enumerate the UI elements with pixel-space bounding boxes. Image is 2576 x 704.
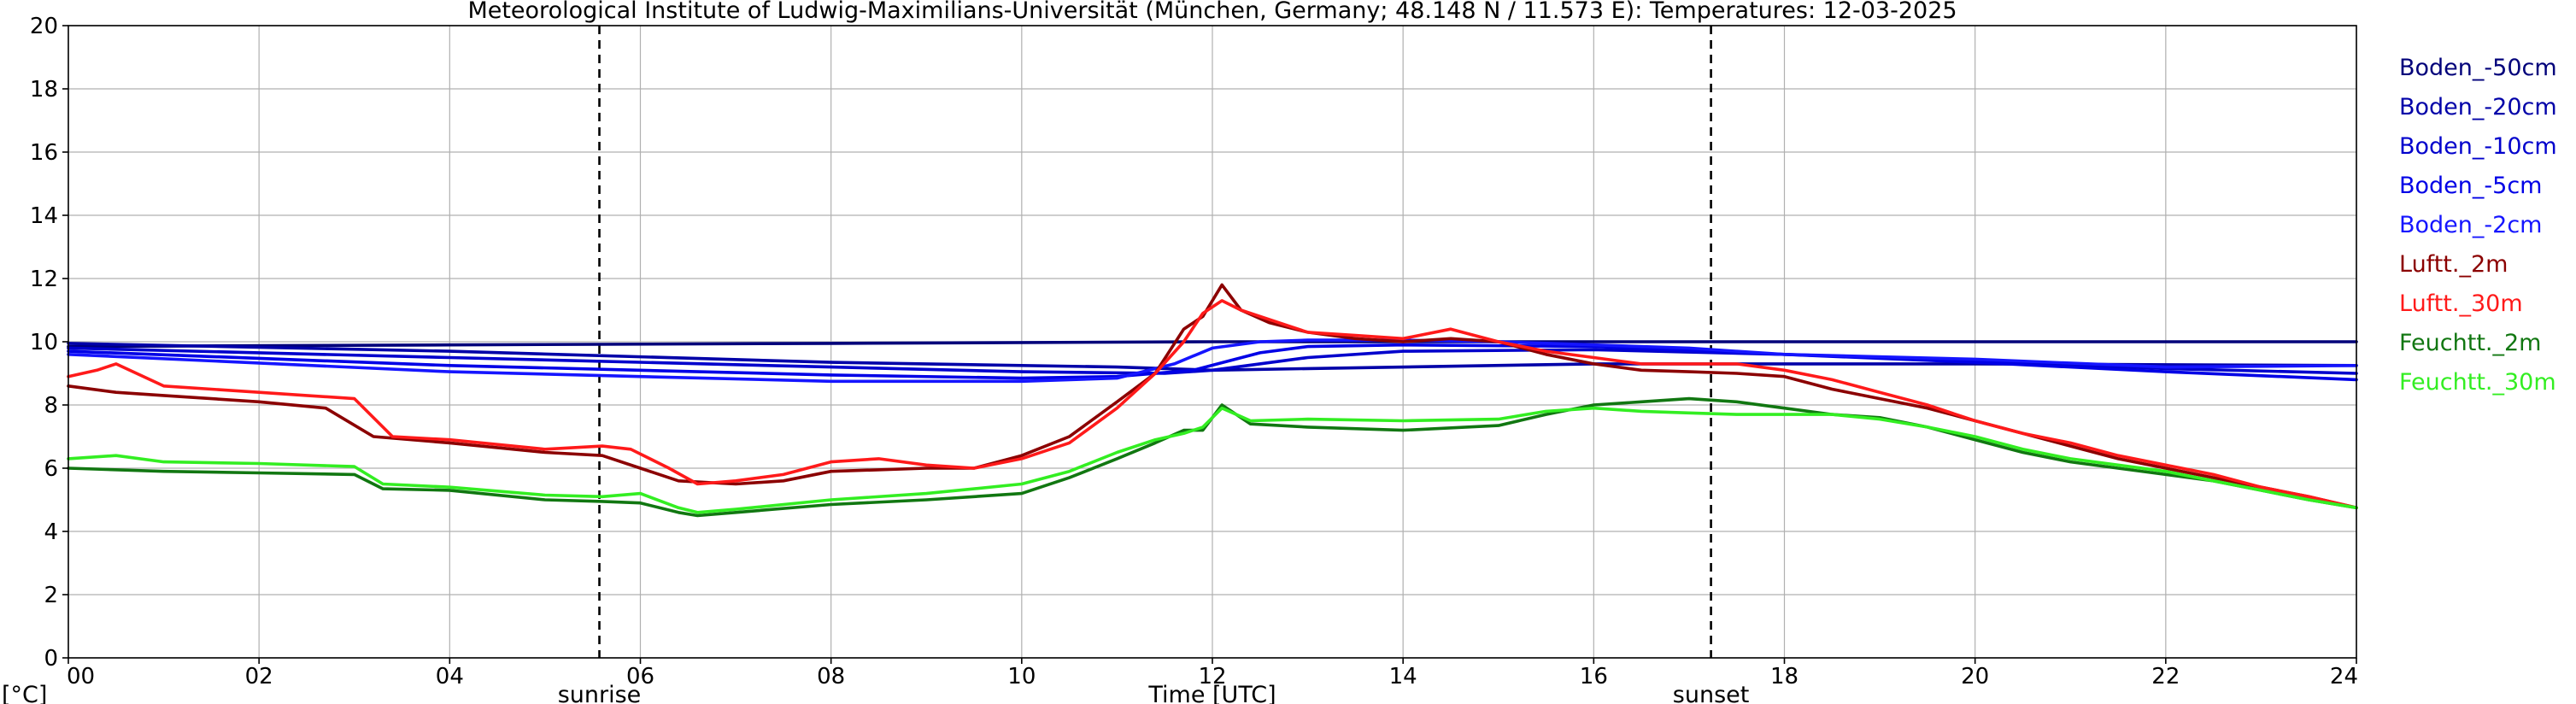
legend-entry-Boden_-5cm: Boden_-5cm <box>2399 173 2542 199</box>
series-line-Luftt._30m <box>67 299 2358 510</box>
x-tick-label: 10 <box>1007 664 1036 689</box>
y-tick-label: 20 <box>30 14 58 39</box>
x-tick-label: 06 <box>626 664 654 689</box>
y-tick-label: 14 <box>30 203 58 229</box>
series-line-Feuchtt._2m <box>67 396 2358 518</box>
legend-entry-Boden_-2cm: Boden_-2cm <box>2399 212 2542 238</box>
legend-entry-Boden_-20cm: Boden_-20cm <box>2399 94 2557 120</box>
sunset-label: sunset <box>1673 682 1750 704</box>
y-tick-label: 10 <box>30 330 58 355</box>
y-tick-label: 2 <box>44 583 58 608</box>
x-tick-label: 22 <box>2151 664 2180 689</box>
x-tick-label: 24 <box>2330 664 2358 689</box>
axis-ticks: 00 02 04 06 08 10 12 14 16 18 20 22 2402468101214161… <box>30 14 2358 689</box>
data-series <box>67 283 2358 518</box>
x-tick-label: 16 <box>1580 664 1608 689</box>
sunrise-label: sunrise <box>558 682 642 704</box>
series-line-Boden_-5cm <box>67 343 2358 382</box>
y-tick-label: 0 <box>44 646 58 672</box>
y-tick-label: 12 <box>30 267 58 292</box>
legend-entry-Feuchtt._30m: Feuchtt._30m <box>2399 369 2556 396</box>
legend-entry-Feuchtt._2m: Feuchtt._2m <box>2399 330 2541 356</box>
legend-entry-Boden_-10cm: Boden_-10cm <box>2399 133 2557 160</box>
x-tick-label: 02 <box>245 664 273 689</box>
series-line-Feuchtt._30m <box>67 406 2358 514</box>
series-line-Boden_-50cm <box>67 340 2358 349</box>
y-tick-label: 18 <box>30 77 58 103</box>
x-tick-label: 20 <box>1961 664 1989 689</box>
x-tick-label: 00 <box>67 664 95 689</box>
event-lines: sunrise sunset <box>558 26 1750 704</box>
x-tick-label: 18 <box>1770 664 1799 689</box>
y-tick-label: 4 <box>44 519 58 545</box>
legend-entry-Luftt._30m: Luftt._30m <box>2399 290 2523 317</box>
legend-entry-Luftt._2m: Luftt._2m <box>2399 251 2508 278</box>
y-axis-label: [°C] <box>2 682 47 704</box>
legend-entry-Boden_-50cm: Boden_-50cm <box>2399 55 2557 81</box>
y-tick-label: 16 <box>30 140 58 166</box>
series-line-Boden_-2cm <box>67 338 2358 384</box>
chart-title: Meteorological Institute of Ludwig-Maxim… <box>467 0 1957 24</box>
y-tick-label: 8 <box>44 393 58 419</box>
x-axis-label: Time [UTC] <box>1147 682 1276 704</box>
legend: Boden_-50cm Boden_-20cm Boden_-10cm Boden_-… <box>2399 55 2557 396</box>
x-tick-label: 12 <box>1198 664 1226 689</box>
x-tick-label: 04 <box>436 664 464 689</box>
x-tick-label: 08 <box>817 664 845 689</box>
y-tick-label: 6 <box>44 456 58 482</box>
x-tick-label: 14 <box>1389 664 1417 689</box>
